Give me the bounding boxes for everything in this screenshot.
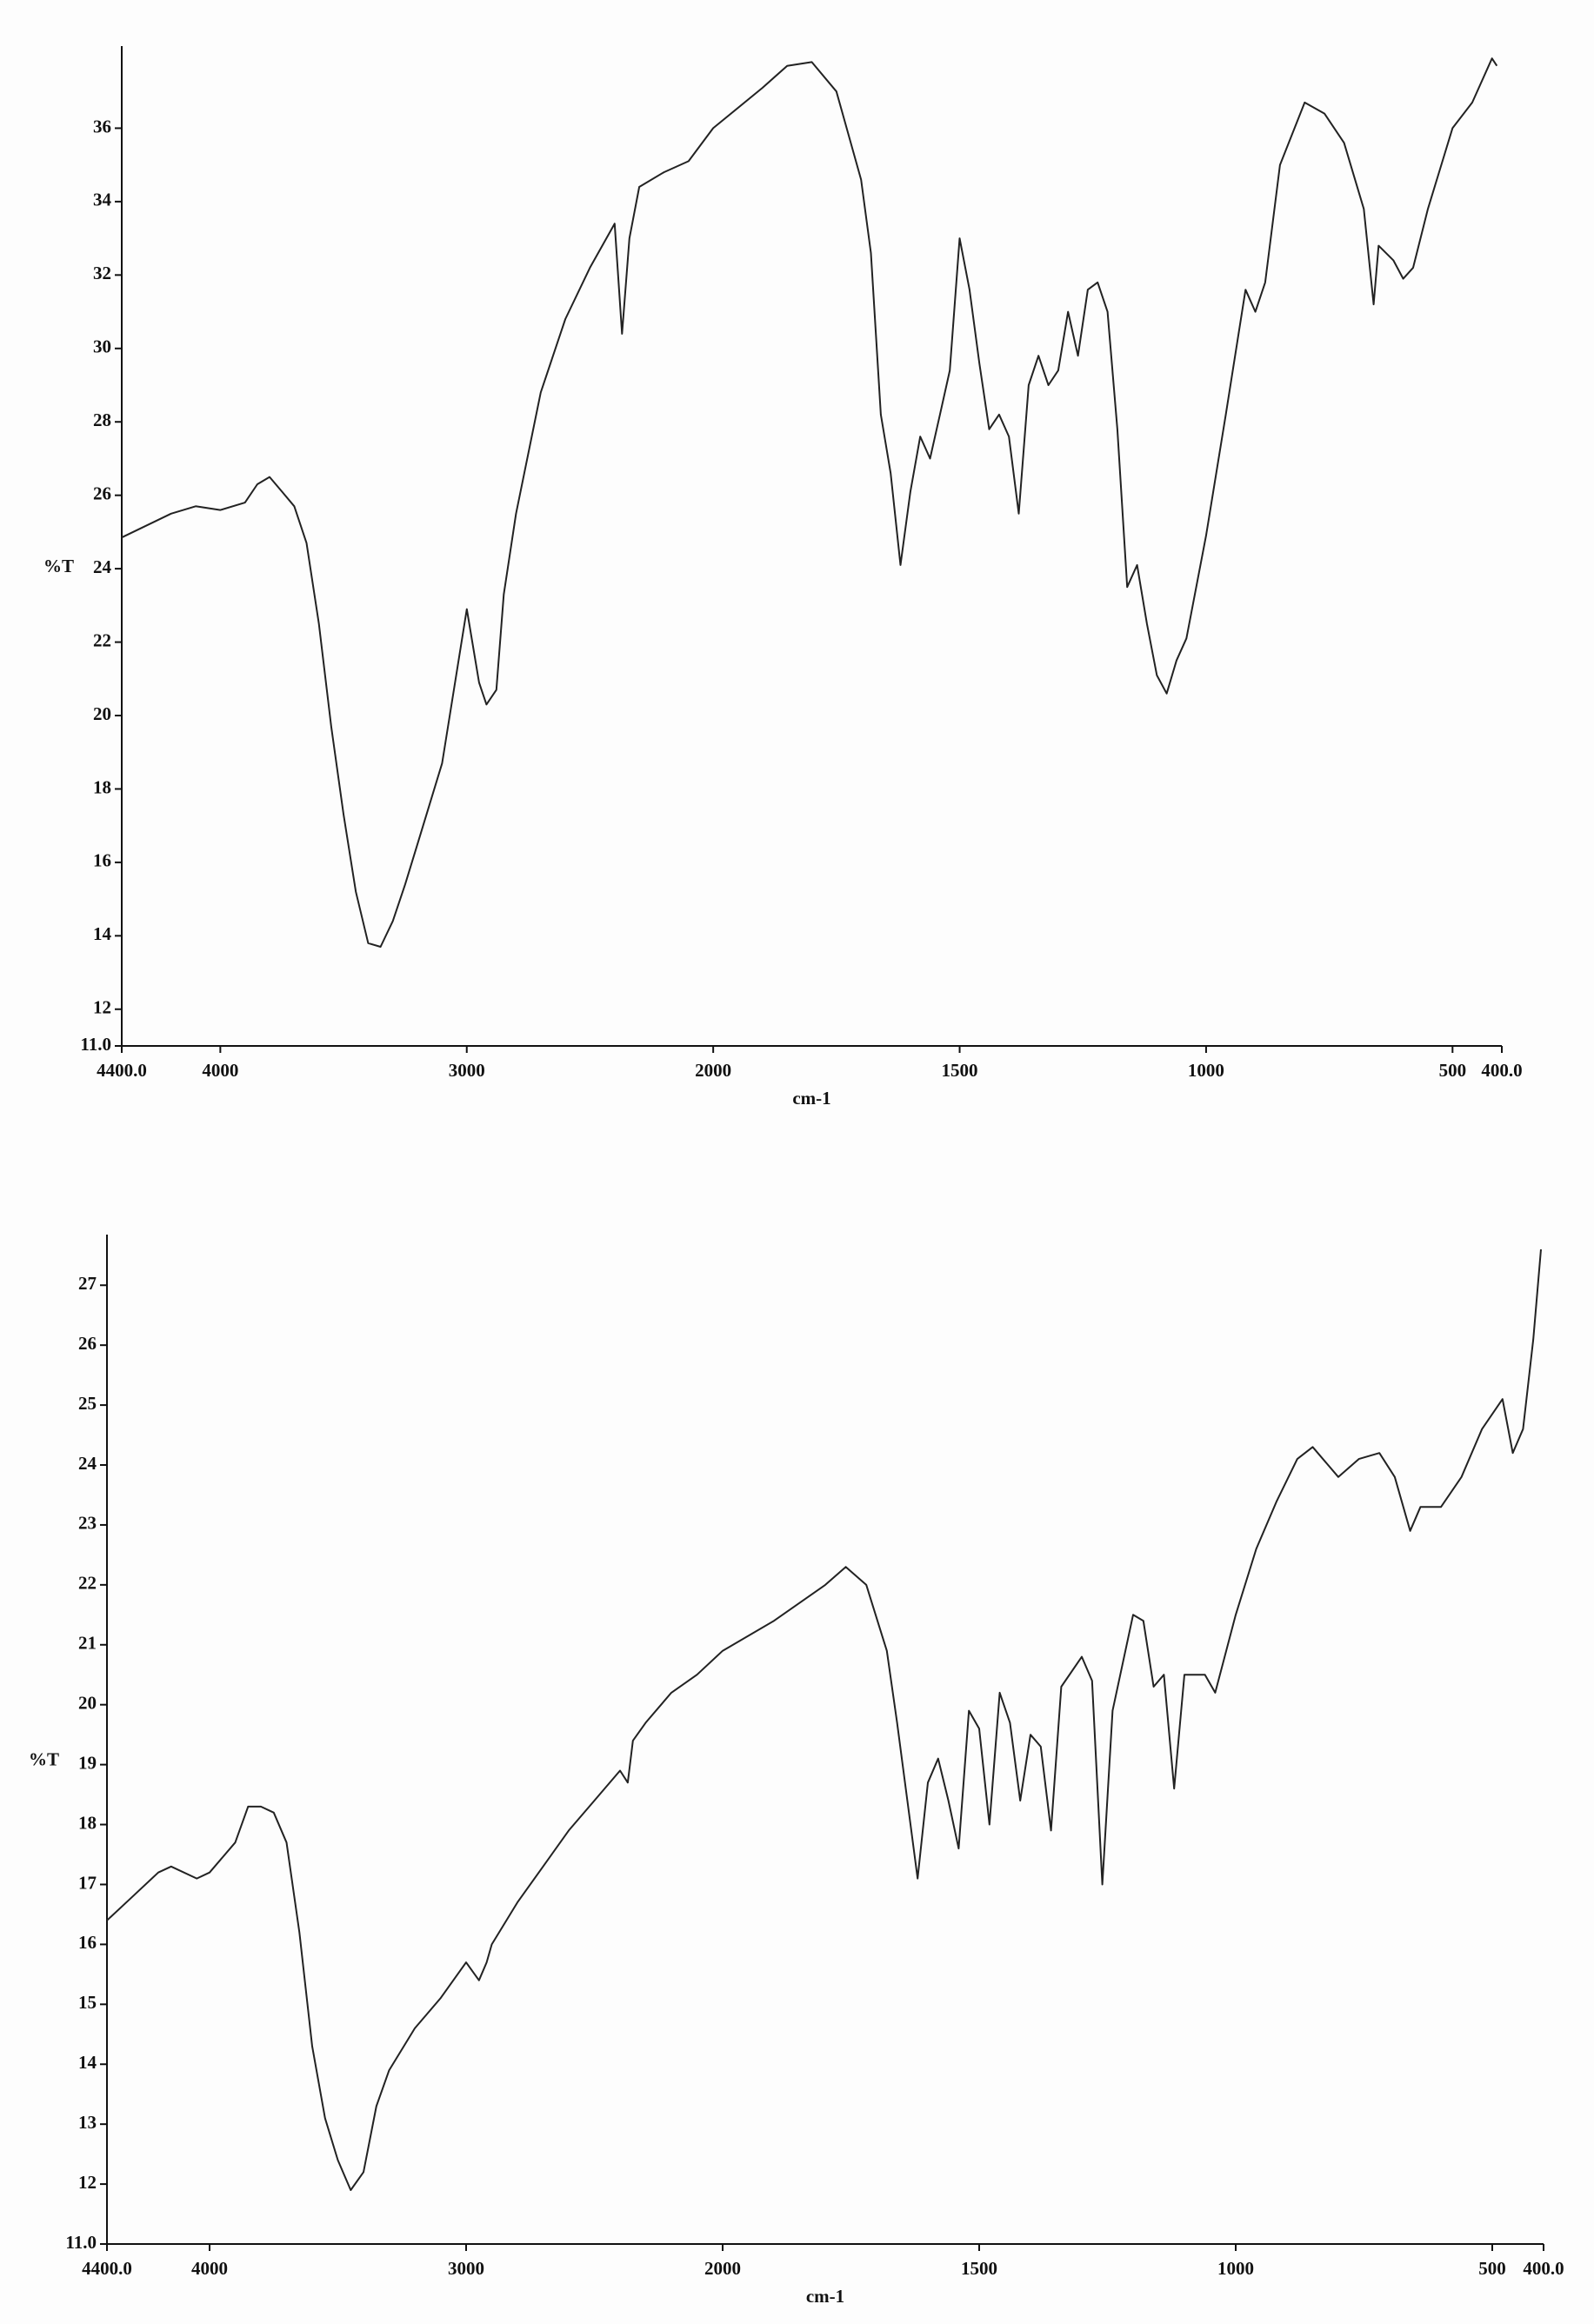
x-tick-label: 3000 xyxy=(448,2258,484,2279)
y-tick-label: 11.0 xyxy=(65,2232,97,2253)
y-tick-label: 27 xyxy=(78,1273,97,1294)
y-axis-label: %T xyxy=(43,556,74,576)
y-axis-label: %T xyxy=(29,1748,59,1769)
y-tick-label: 16 xyxy=(93,850,111,871)
y-tick-label: 18 xyxy=(78,1812,97,1833)
x-tick-label: 400.0 xyxy=(1523,2258,1564,2279)
x-tick-label: 4000 xyxy=(202,1060,238,1081)
y-tick-label: 14 xyxy=(93,923,112,944)
y-tick-label: 16 xyxy=(78,1932,97,1953)
y-tick-label: 12 xyxy=(93,997,111,1018)
y-tick-label: 34 xyxy=(93,190,112,210)
x-tick-label: 1000 xyxy=(1188,1060,1224,1081)
x-tick-label: 500 xyxy=(1439,1060,1467,1081)
x-tick-label: 400.0 xyxy=(1481,1060,1522,1081)
y-tick-label: 15 xyxy=(78,1992,97,2013)
x-tick-label: 1000 xyxy=(1217,2258,1254,2279)
y-tick-label: 25 xyxy=(78,1393,97,1414)
x-tick-label: 4000 xyxy=(191,2258,228,2279)
x-tick-label: 3000 xyxy=(449,1060,485,1081)
x-tick-label: 500 xyxy=(1478,2258,1506,2279)
y-tick-label: 26 xyxy=(93,483,111,503)
x-tick-label: 4400.0 xyxy=(82,2258,132,2279)
y-tick-label: 30 xyxy=(93,336,111,357)
x-tick-label: 2000 xyxy=(695,1060,731,1081)
y-tick-label: 19 xyxy=(78,1752,97,1773)
y-tick-label: 22 xyxy=(78,1573,97,1594)
y-tick-label: 20 xyxy=(93,703,111,724)
y-tick-label: 26 xyxy=(78,1333,97,1354)
x-axis-label: cm-1 xyxy=(806,2286,844,2307)
y-tick-label: 28 xyxy=(93,410,111,430)
spectrum-line xyxy=(106,1249,1542,2191)
y-tick-label: 18 xyxy=(93,776,111,797)
y-tick-label: 17 xyxy=(78,1872,97,1893)
x-tick-label: 4400.0 xyxy=(97,1060,147,1081)
x-tick-label: 1500 xyxy=(961,2258,997,2279)
y-tick-label: 24 xyxy=(78,1453,97,1474)
y-tick-label: 22 xyxy=(93,629,111,650)
x-tick-label: 2000 xyxy=(704,2258,741,2279)
y-tick-label: 20 xyxy=(78,1693,97,1714)
y-tick-label: 23 xyxy=(78,1513,97,1534)
y-tick-label: 32 xyxy=(93,263,111,283)
x-axis-label: cm-1 xyxy=(792,1088,830,1109)
y-tick-label: 13 xyxy=(78,2112,97,2133)
y-tick-label: 36 xyxy=(93,116,111,137)
x-tick-label: 1500 xyxy=(942,1060,978,1081)
y-tick-label: 21 xyxy=(78,1633,97,1654)
y-tick-label: 14 xyxy=(78,2052,97,2073)
y-tick-label: 11.0 xyxy=(80,1034,111,1055)
y-tick-label: 24 xyxy=(93,556,112,577)
spectrum-line xyxy=(121,57,1498,948)
y-tick-label: 12 xyxy=(78,2172,97,2193)
